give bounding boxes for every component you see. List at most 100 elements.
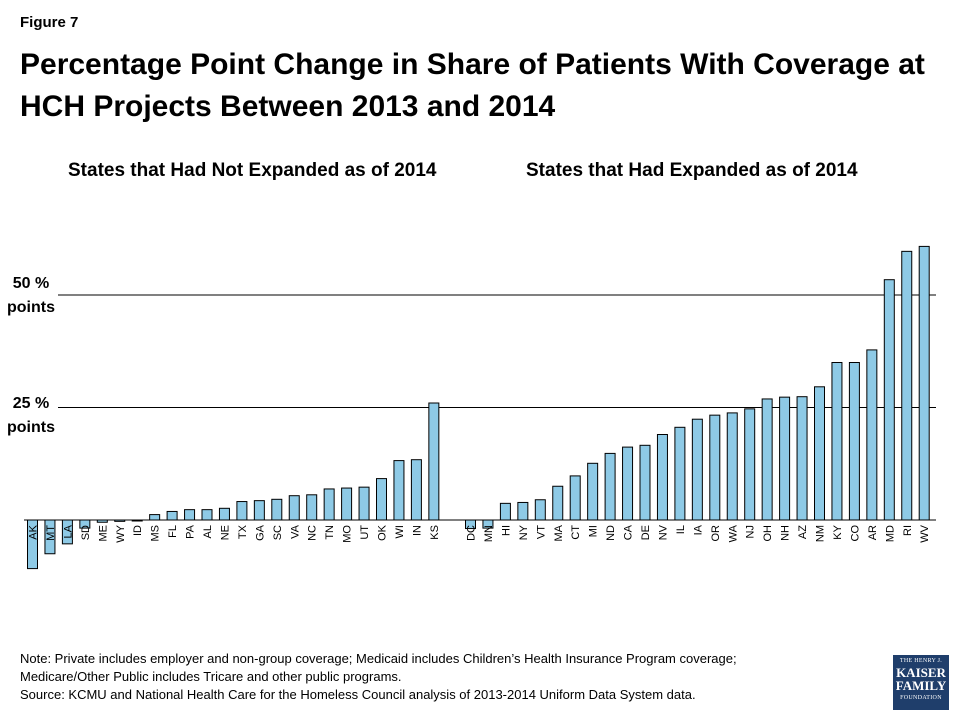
- bar-wi: [393, 460, 405, 521]
- note-line-1: Note: Private includes employer and non-…: [20, 651, 737, 666]
- bar-ak: [27, 519, 38, 570]
- bar-wy: [114, 519, 126, 522]
- reference-label-50-value: 50 %: [12, 275, 50, 292]
- bar-tn: [323, 488, 335, 521]
- note-text: Note: Private includes employer and non-…: [20, 650, 870, 704]
- left-panel-title: States that Had Not Expanded as of 2014: [68, 160, 437, 181]
- tick-label-ia: IA: [692, 524, 704, 535]
- bar-or: [709, 414, 721, 521]
- tick-label-va: VA: [289, 524, 301, 539]
- tick-label-tn: TN: [324, 525, 336, 540]
- tick-label-nh: NH: [780, 525, 792, 541]
- bar-sd: [79, 519, 91, 529]
- tick-label-ga: GA: [254, 524, 266, 541]
- bar-pa: [184, 509, 196, 521]
- source-line: Source: KCMU and National Health Care fo…: [20, 687, 696, 702]
- bar-hi: [499, 502, 511, 521]
- tick-label-tx: TX: [237, 524, 249, 539]
- bar-ky: [831, 362, 843, 521]
- bar-mn: [482, 519, 494, 529]
- tick-label-az: AZ: [797, 525, 809, 539]
- bar-mt: [44, 519, 56, 555]
- bar-ct: [569, 475, 581, 521]
- tick-label-pa: PA: [185, 524, 197, 539]
- bar-ut: [358, 486, 370, 521]
- tick-label-hi: HI: [500, 525, 512, 536]
- tick-label-la: LA: [62, 524, 74, 538]
- bar-wa: [726, 412, 738, 521]
- bar-ar: [866, 349, 878, 521]
- tick-label-mo: MO: [342, 525, 354, 543]
- bar-ga: [253, 500, 265, 521]
- tick-label-wa: WA: [727, 524, 739, 542]
- bar-wv: [918, 245, 930, 521]
- tick-label-ct: CT: [570, 525, 582, 540]
- tick-label-md: MD: [884, 525, 896, 542]
- tick-label-or: OR: [710, 525, 722, 542]
- tick-label-me: ME: [97, 525, 109, 542]
- bar-al: [201, 509, 213, 521]
- bar-nd: [604, 452, 616, 521]
- bar-ne: [218, 507, 230, 521]
- tick-label-nj: NJ: [745, 525, 757, 538]
- tick-label-nc: NC: [307, 525, 319, 541]
- tick-label-ri: RI: [902, 525, 914, 536]
- tick-label-ma: MA: [553, 524, 565, 541]
- tick-label-sc: SC: [272, 525, 284, 540]
- bar-sc: [271, 498, 283, 521]
- tick-label-ak: AK: [28, 524, 40, 539]
- tick-label-ny: NY: [518, 524, 530, 540]
- reference-label-25: 25 % points: [0, 392, 62, 440]
- bar-ny: [517, 501, 529, 521]
- reference-label-50-unit: points: [7, 299, 55, 316]
- tick-label-ar: AR: [867, 525, 879, 540]
- bar-nj: [744, 408, 756, 521]
- tick-label-mt: MT: [45, 525, 57, 541]
- bar-ia: [691, 418, 703, 521]
- bar-nc: [306, 494, 318, 521]
- bar-va: [288, 495, 300, 521]
- tick-label-ok: OK: [377, 524, 389, 541]
- bar-md: [883, 279, 895, 521]
- tick-label-ky: KY: [832, 524, 844, 539]
- tick-label-ut: UT: [359, 525, 371, 540]
- bar-az: [796, 396, 808, 521]
- tick-label-id: ID: [132, 525, 144, 536]
- tick-label-oh: OH: [762, 525, 774, 542]
- tick-label-al: AL: [202, 525, 214, 538]
- tick-label-wi: WI: [394, 525, 406, 538]
- bar-id: [131, 519, 143, 522]
- figure-label: Figure 7: [20, 14, 79, 31]
- tick-label-wy: WY: [115, 524, 127, 542]
- bar-fl: [166, 510, 178, 521]
- note-line-2: Medicare/Other Public includes Tricare a…: [20, 669, 402, 684]
- reference-label-25-value: 25 %: [12, 395, 50, 412]
- bar-ca: [622, 446, 634, 521]
- bar-chart: AK MT LA SD ME WY ID MS FL PA AL NE TX GA SC VA NC TN MO UT…: [24, 245, 936, 570]
- bar-nh: [779, 396, 791, 521]
- bar-ri: [901, 250, 913, 521]
- bar-tx: [236, 501, 248, 521]
- tick-label-nm: NM: [815, 525, 827, 542]
- bar-mi: [587, 462, 599, 521]
- bar-oh: [761, 398, 773, 521]
- tick-label-mi: MI: [588, 525, 600, 537]
- bar-de: [639, 444, 651, 521]
- tick-label-ks: KS: [429, 525, 441, 540]
- tick-label-sd: SD: [80, 525, 92, 540]
- bar-il: [674, 426, 686, 521]
- tick-label-co: CO: [849, 525, 861, 542]
- tick-label-de: DE: [640, 525, 652, 540]
- tick-label-nd: ND: [605, 525, 617, 541]
- logo-line-3: FAMILY: [895, 678, 947, 693]
- tick-label-ca: CA: [623, 524, 635, 540]
- bar-vt: [534, 499, 546, 521]
- bar-ok: [376, 478, 387, 521]
- tick-label-il: IL: [675, 525, 687, 534]
- tick-label-mn: MN: [483, 525, 495, 542]
- tick-label-dc: DC: [466, 525, 478, 541]
- bar-ks: [428, 402, 440, 521]
- reference-label-50: 50 % points: [0, 272, 62, 320]
- bar-ms: [149, 514, 161, 521]
- bar-me: [96, 519, 108, 523]
